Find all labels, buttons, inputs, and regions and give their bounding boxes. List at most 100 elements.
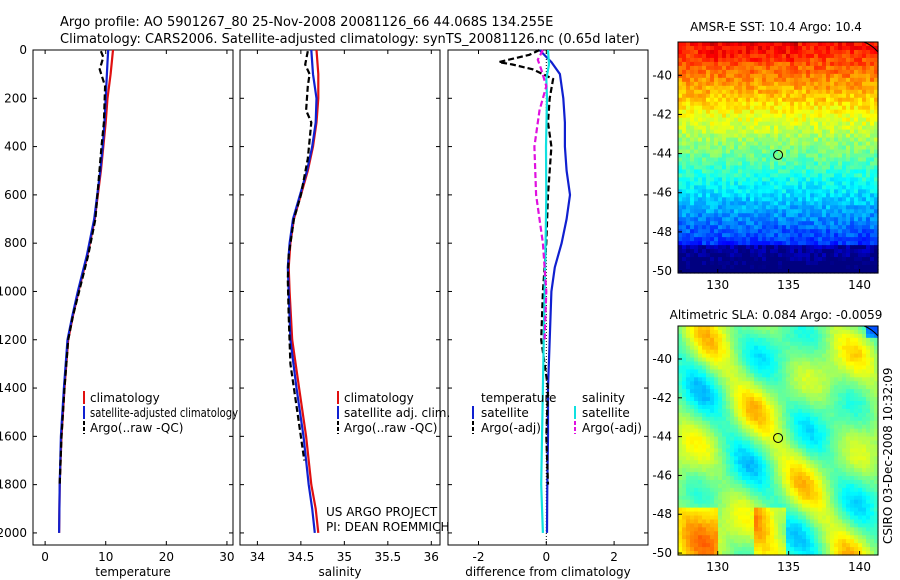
map-cell bbox=[702, 468, 707, 473]
map-cell bbox=[830, 385, 835, 390]
map-cell bbox=[842, 217, 847, 222]
map-cell bbox=[866, 401, 871, 406]
map-cell bbox=[742, 221, 747, 226]
map-cell bbox=[722, 448, 727, 453]
map-cell bbox=[850, 389, 855, 394]
map-cell bbox=[846, 94, 851, 99]
map-cell bbox=[786, 460, 791, 465]
map-cell bbox=[790, 146, 795, 151]
map-cell bbox=[686, 468, 691, 473]
map-cell bbox=[858, 74, 863, 79]
map-cell bbox=[834, 205, 839, 210]
map-cell bbox=[834, 385, 839, 390]
map-cell bbox=[706, 377, 711, 382]
map-cell bbox=[854, 413, 859, 418]
map-cell bbox=[866, 472, 871, 477]
map-cell bbox=[694, 389, 699, 394]
map-cell bbox=[702, 106, 707, 111]
map-cell bbox=[702, 373, 707, 378]
map-cell bbox=[682, 354, 687, 359]
map-cell bbox=[810, 444, 815, 449]
map-cell bbox=[858, 245, 863, 250]
map-cell bbox=[706, 405, 711, 410]
map-cell bbox=[698, 138, 703, 143]
map-cell bbox=[694, 154, 699, 159]
map-cell bbox=[734, 197, 739, 202]
map-cell bbox=[678, 476, 683, 481]
map-cell bbox=[838, 62, 843, 67]
map-cell bbox=[802, 154, 807, 159]
map-cell bbox=[870, 257, 875, 262]
map-cell bbox=[770, 146, 775, 151]
map-cell bbox=[838, 233, 843, 238]
map-cell bbox=[862, 385, 867, 390]
map-cell bbox=[806, 142, 811, 147]
map-cell bbox=[818, 346, 823, 351]
map-cell bbox=[754, 146, 759, 151]
map-cell bbox=[702, 437, 707, 442]
map-cell bbox=[678, 134, 683, 139]
map-cell bbox=[738, 169, 743, 174]
map-cell bbox=[722, 54, 727, 59]
map-cell bbox=[842, 472, 847, 477]
map-cell bbox=[830, 237, 835, 242]
map-cell bbox=[850, 429, 855, 434]
map-cell bbox=[678, 369, 683, 374]
map-cell bbox=[814, 233, 819, 238]
map-cell bbox=[846, 201, 851, 206]
map-cell bbox=[702, 472, 707, 477]
map-cell bbox=[866, 110, 871, 115]
map-cell bbox=[678, 146, 683, 151]
map-cell bbox=[746, 237, 751, 242]
map-cell bbox=[814, 189, 819, 194]
map-cell bbox=[834, 158, 839, 163]
map-cell bbox=[850, 173, 855, 178]
map-cell bbox=[750, 54, 755, 59]
map-cell bbox=[802, 342, 807, 347]
map-cell bbox=[686, 405, 691, 410]
map-cell bbox=[722, 405, 727, 410]
map-cell bbox=[746, 134, 751, 139]
map-cell bbox=[798, 106, 803, 111]
map-cell bbox=[858, 90, 863, 95]
map-cell bbox=[826, 154, 831, 159]
map-cell bbox=[782, 456, 787, 461]
map-cell bbox=[694, 142, 699, 147]
map-cell bbox=[722, 90, 727, 95]
map-cell bbox=[850, 350, 855, 355]
map-cell bbox=[722, 237, 727, 242]
map-cell bbox=[794, 169, 799, 174]
map-cell bbox=[866, 330, 871, 335]
map-cell bbox=[698, 86, 703, 91]
map-cell bbox=[746, 94, 751, 99]
map-cell bbox=[726, 373, 731, 378]
map-cell bbox=[826, 346, 831, 351]
map-cell bbox=[834, 253, 839, 258]
map-cell bbox=[802, 444, 807, 449]
map-cell bbox=[746, 209, 751, 214]
map-cell bbox=[786, 185, 791, 190]
map-cell bbox=[786, 334, 791, 339]
map-cell bbox=[838, 464, 843, 469]
map-cell bbox=[794, 201, 799, 206]
map-cell bbox=[826, 225, 831, 230]
map-cell bbox=[702, 421, 707, 426]
map-cell bbox=[822, 146, 827, 151]
map-cell bbox=[826, 134, 831, 139]
map-cell bbox=[750, 401, 755, 406]
map-cell bbox=[726, 358, 731, 363]
map-cell bbox=[738, 225, 743, 230]
map-cell bbox=[758, 177, 763, 182]
map-cell bbox=[766, 213, 771, 218]
map-cell bbox=[826, 330, 831, 335]
map-cell bbox=[686, 381, 691, 386]
map-cell bbox=[770, 205, 775, 210]
map-cell bbox=[810, 213, 815, 218]
map-cell bbox=[870, 213, 875, 218]
map-cell bbox=[810, 189, 815, 194]
map-cell bbox=[742, 197, 747, 202]
map-cell bbox=[730, 217, 735, 222]
map-cell bbox=[818, 229, 823, 234]
map-cell bbox=[790, 237, 795, 242]
map-cell bbox=[850, 393, 855, 398]
